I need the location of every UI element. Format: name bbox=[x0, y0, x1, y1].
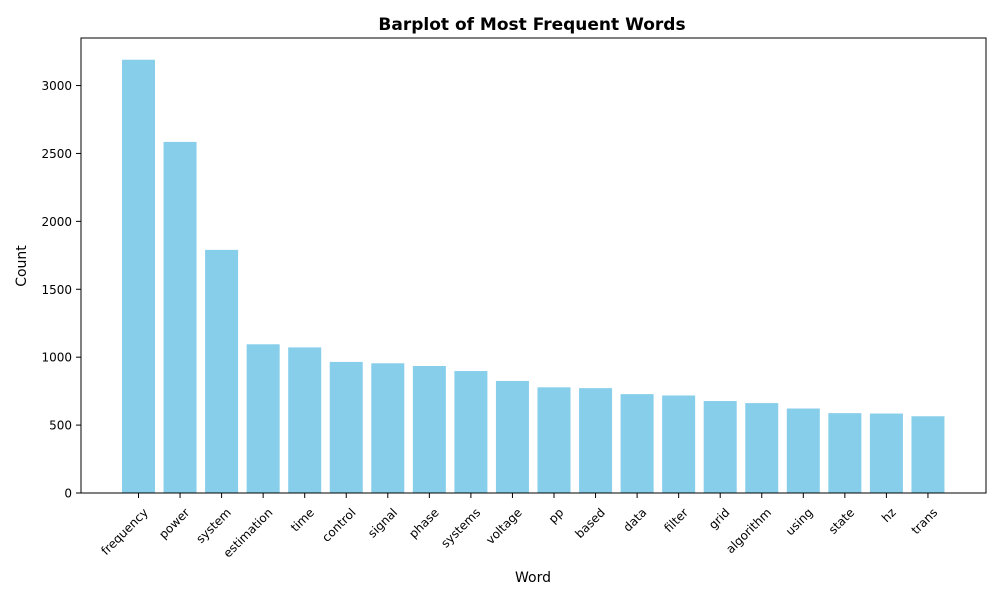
bar-time bbox=[288, 347, 322, 493]
y-tick-label: 1500 bbox=[41, 283, 72, 297]
y-tick-label: 1000 bbox=[41, 351, 72, 365]
y-tick-label: 500 bbox=[49, 419, 72, 433]
bar-grid bbox=[703, 401, 737, 493]
bar-filter bbox=[662, 395, 696, 493]
bar-systems bbox=[454, 371, 488, 493]
bar-trans bbox=[911, 416, 945, 493]
bar-using bbox=[786, 408, 820, 493]
plot-area-frame bbox=[80, 37, 987, 494]
bar-pp bbox=[537, 387, 571, 493]
y-tick-label: 2000 bbox=[41, 215, 72, 229]
bar-voltage bbox=[495, 380, 529, 493]
bar-frequency bbox=[122, 59, 155, 493]
bar-signal bbox=[371, 363, 405, 493]
bar-power bbox=[163, 141, 197, 493]
y-tick-label: 2500 bbox=[41, 147, 72, 161]
y-tick-label: 0 bbox=[64, 487, 72, 501]
bar-phase bbox=[412, 366, 446, 493]
chart-title: Barplot of Most Frequent Words bbox=[378, 15, 685, 35]
bar-state bbox=[828, 413, 862, 493]
y-axis-label: Count bbox=[14, 245, 30, 287]
bar-data bbox=[620, 394, 654, 493]
bars-group bbox=[122, 59, 945, 493]
bar-estimation bbox=[246, 344, 280, 493]
y-tick-label: 3000 bbox=[41, 79, 72, 93]
bar-hz bbox=[869, 413, 903, 493]
bar-control bbox=[329, 361, 363, 493]
bar-algorithm bbox=[745, 403, 779, 493]
x-axis-label: Word bbox=[515, 570, 551, 586]
y-axis-ticks: 0 500 1000 1500 2000 2500 3000 bbox=[41, 79, 81, 501]
bar-based bbox=[579, 388, 613, 493]
bar-system bbox=[205, 249, 239, 493]
